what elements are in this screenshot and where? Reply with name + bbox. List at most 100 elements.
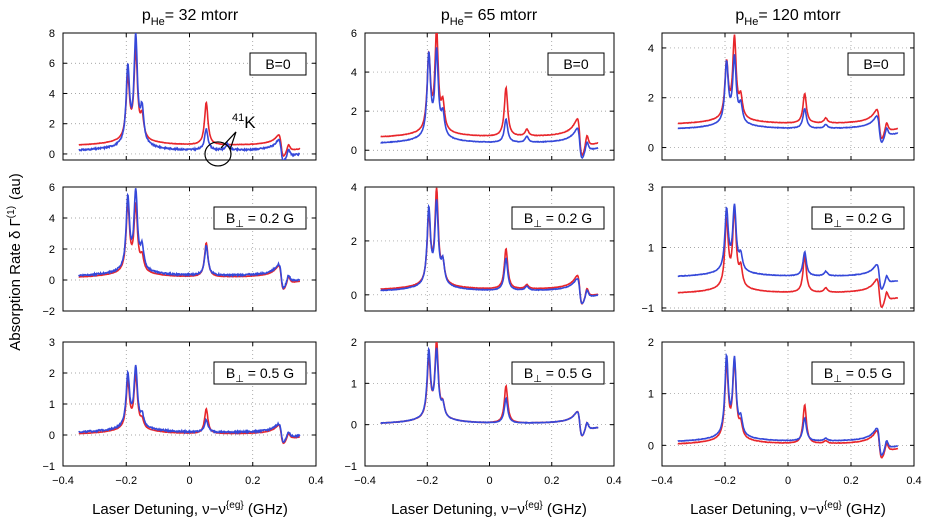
panel-r1-c2: 0 2 4 6 B=0 xyxy=(351,28,615,161)
series-blue-line xyxy=(78,188,301,290)
legend-b: B=0 xyxy=(863,56,889,72)
y-tick-label: −1 xyxy=(641,303,654,315)
legend-field: = 0.5 G xyxy=(244,365,294,381)
x-tick-label: 0.2 xyxy=(245,475,260,487)
y-tick-label: 1 xyxy=(648,389,654,401)
legend-box: B⊥ = 0.2 G xyxy=(511,206,605,230)
x-axis-label-unit: (GHz) xyxy=(543,501,587,518)
legend-b: B xyxy=(226,365,235,381)
x-tick-label: 0.4 xyxy=(606,475,621,487)
y-tick-label: 2 xyxy=(351,106,357,118)
x-tick-label: 0.2 xyxy=(843,475,858,487)
x-axis-label-unit: (GHz) xyxy=(244,501,288,518)
legend-field: = 0.2 G xyxy=(244,210,294,226)
series-blue-line xyxy=(677,203,899,290)
series-blue-line xyxy=(380,199,599,305)
y-axis-label-sup: (1) xyxy=(6,206,17,218)
y-tick-label: 2 xyxy=(49,119,55,131)
column-title-2: pHe= 65 mtorr xyxy=(441,7,538,28)
y-axis-label-text: Absorption Rate δ Γ xyxy=(7,218,24,351)
annotation-sup: 41 xyxy=(232,112,244,124)
legend-perp: ⊥ xyxy=(833,374,842,385)
axes-frame xyxy=(62,341,317,467)
x-axis-label-sup: {eg} xyxy=(525,500,543,511)
annotation-circle xyxy=(204,141,232,167)
svg-text:Absorption Rate δ Γ(1)(au): Absorption Rate δ Γ(1) (au) xyxy=(6,173,24,350)
column-title-sub: He xyxy=(151,16,165,28)
legend-frame xyxy=(811,206,905,230)
y-tick-label: 0 xyxy=(49,275,55,287)
y-tick-label: 4 xyxy=(351,67,357,79)
series-blue-line xyxy=(677,352,899,456)
x-tick-label: 0.4 xyxy=(308,475,323,487)
legend-frame xyxy=(547,52,605,76)
annotation-pointer xyxy=(220,131,237,151)
legend-b: B xyxy=(226,210,235,226)
y-tick-label: 1 xyxy=(49,399,55,411)
legend-frame xyxy=(811,361,905,385)
y-tick-label: 0 xyxy=(351,420,357,432)
series-red-line xyxy=(78,47,301,158)
legend-frame xyxy=(511,206,605,230)
series-red-line xyxy=(677,359,899,459)
column-title-1: pHe= 32 mtorr xyxy=(142,7,239,28)
legend-field: = 0.5 G xyxy=(542,365,592,381)
legend-perp: ⊥ xyxy=(235,219,244,230)
series-blue-line xyxy=(78,33,301,160)
y-axis-label-unit: (au) xyxy=(7,173,24,200)
y-tick-label: 4 xyxy=(49,213,55,225)
x-axis-label-sup: {eg} xyxy=(226,500,244,511)
y-tick-label: 4 xyxy=(648,43,654,55)
legend-b: B=0 xyxy=(265,56,291,72)
y-tick-label: 0 xyxy=(49,430,55,442)
legend-b: B=0 xyxy=(563,56,589,72)
legend-box: B⊥ = 0.5 G xyxy=(213,361,307,385)
y-tick-label: 0 xyxy=(351,290,357,302)
panel-r2-c3: −1 1 3 B⊥ = 0.2 G xyxy=(641,182,915,315)
y-tick-label: 6 xyxy=(49,58,55,70)
axes-frame xyxy=(364,186,615,312)
legend-label: B⊥ = 0.5 G xyxy=(524,365,592,385)
y-tick-label: 2 xyxy=(49,368,55,380)
series-blue-line xyxy=(380,47,599,159)
x-tick-label: −0.4 xyxy=(354,475,376,487)
y-tick-label: 3 xyxy=(49,337,55,349)
x-axis-label-unit: (GHz) xyxy=(842,501,886,518)
legend-label: B⊥ = 0.5 G xyxy=(226,365,294,385)
y-tick-label: 6 xyxy=(351,28,357,40)
axes-frame xyxy=(62,186,317,312)
x-axis-label-2: Laser Detuning, ν−ν{eg} (GHz) xyxy=(391,500,587,518)
column-title-p: p xyxy=(441,7,450,24)
legend-perp: ⊥ xyxy=(833,219,842,230)
x-axis-label-sup: {eg} xyxy=(824,500,842,511)
legend-label: B⊥ = 0.5 G xyxy=(824,365,892,385)
x-tick-label: −0.4 xyxy=(52,475,74,487)
x-axis-label-text: Laser Detuning, ν−ν xyxy=(391,501,525,518)
legend-label: B⊥ = 0.2 G xyxy=(824,210,892,230)
annotation-label: 41K xyxy=(232,112,256,132)
y-tick-label: 0 xyxy=(648,143,654,155)
legend-frame xyxy=(249,52,307,76)
x-tick-label: −0.2 xyxy=(714,475,736,487)
y-tick-label: 1 xyxy=(648,242,654,254)
column-title-p: p xyxy=(142,7,151,24)
legend-box: B⊥ = 0.2 G xyxy=(213,206,307,230)
legend-label: B⊥ = 0.2 G xyxy=(226,210,294,230)
y-tick-label: 2 xyxy=(648,93,654,105)
legend-frame xyxy=(847,52,905,76)
series-red-line xyxy=(380,187,599,305)
y-tick-label: 0 xyxy=(49,149,55,161)
axes-frame xyxy=(661,32,915,161)
column-title-p: p xyxy=(735,7,744,24)
panel-r3-c3: −0.4 −0.2 0 0.2 0.4 0 1 2 B⊥ = 0.5 G xyxy=(648,337,922,487)
y-tick-label: 0 xyxy=(351,145,357,157)
y-tick-label: 2 xyxy=(49,244,55,256)
y-tick-label: 2 xyxy=(351,337,357,349)
y-tick-label: 1 xyxy=(351,378,357,390)
legend-b: B xyxy=(524,365,533,381)
legend-label: B=0 xyxy=(863,56,889,72)
series-blue-line xyxy=(78,364,301,443)
legend-perp: ⊥ xyxy=(533,219,542,230)
panel-r3-c1: −0.4 −0.2 0 0.2 0.4 −1 0 1 2 3 B⊥ = 0.5 G xyxy=(42,337,323,487)
annotation-element: K xyxy=(244,113,256,132)
